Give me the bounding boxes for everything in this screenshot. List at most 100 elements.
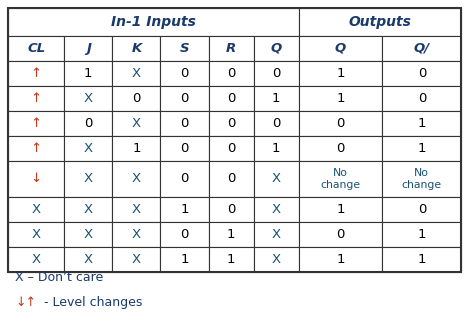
Bar xyxy=(8,111,64,136)
Text: 0: 0 xyxy=(336,142,345,155)
Text: 0: 0 xyxy=(84,117,92,130)
Text: X – Don’t care: X – Don’t care xyxy=(15,271,104,284)
Bar xyxy=(161,136,209,161)
Bar xyxy=(161,35,209,61)
Text: X: X xyxy=(132,172,141,185)
Bar xyxy=(8,61,64,86)
Text: 0: 0 xyxy=(227,172,235,185)
Bar xyxy=(8,8,461,272)
Text: 1: 1 xyxy=(272,92,280,105)
Bar xyxy=(8,222,64,247)
Bar xyxy=(64,222,113,247)
Text: X: X xyxy=(271,172,281,185)
Text: No
change: No change xyxy=(320,168,361,190)
Text: 0: 0 xyxy=(180,67,189,80)
Text: X: X xyxy=(84,142,93,155)
Text: X: X xyxy=(132,67,141,80)
Text: 1: 1 xyxy=(180,253,189,266)
Text: 1: 1 xyxy=(336,203,345,216)
Bar xyxy=(161,247,209,272)
Bar xyxy=(254,222,298,247)
Bar xyxy=(113,35,161,61)
Bar xyxy=(209,136,254,161)
Text: X: X xyxy=(32,253,41,266)
Bar xyxy=(298,8,461,35)
Bar xyxy=(8,86,64,111)
Bar xyxy=(209,197,254,222)
Bar xyxy=(64,86,113,111)
Text: 0: 0 xyxy=(336,117,345,130)
Bar xyxy=(382,61,461,86)
Bar xyxy=(382,197,461,222)
Bar xyxy=(254,247,298,272)
Bar xyxy=(113,61,161,86)
Bar xyxy=(382,161,461,197)
Text: J: J xyxy=(86,42,91,55)
Text: X: X xyxy=(132,228,141,241)
Text: 0: 0 xyxy=(417,67,426,80)
Text: ↑: ↑ xyxy=(31,117,42,130)
Bar xyxy=(298,35,382,61)
Text: CL: CL xyxy=(27,42,45,55)
Text: No
change: No change xyxy=(402,168,442,190)
Text: 0: 0 xyxy=(180,117,189,130)
Bar xyxy=(254,35,298,61)
Bar xyxy=(209,222,254,247)
Bar xyxy=(8,247,64,272)
Text: K: K xyxy=(131,42,142,55)
Bar xyxy=(113,86,161,111)
Text: 1: 1 xyxy=(417,117,426,130)
Text: 0: 0 xyxy=(272,117,280,130)
Text: X: X xyxy=(132,253,141,266)
Text: X: X xyxy=(84,172,93,185)
Bar xyxy=(161,86,209,111)
Text: ↓↑: ↓↑ xyxy=(15,296,36,308)
Bar xyxy=(64,35,113,61)
Bar xyxy=(209,247,254,272)
Bar xyxy=(161,161,209,197)
Text: 1: 1 xyxy=(417,228,426,241)
Text: 1: 1 xyxy=(417,142,426,155)
Bar xyxy=(298,111,382,136)
Bar xyxy=(113,197,161,222)
Bar xyxy=(298,61,382,86)
Bar xyxy=(254,136,298,161)
Bar xyxy=(113,161,161,197)
Text: 0: 0 xyxy=(180,228,189,241)
Text: ↑: ↑ xyxy=(31,67,42,80)
Bar xyxy=(254,86,298,111)
Text: 1: 1 xyxy=(417,253,426,266)
Text: 0: 0 xyxy=(336,228,345,241)
Bar xyxy=(298,86,382,111)
Bar xyxy=(64,136,113,161)
Bar xyxy=(8,197,64,222)
Bar xyxy=(298,136,382,161)
Text: ↑: ↑ xyxy=(31,92,42,105)
Text: 0: 0 xyxy=(227,92,235,105)
Bar xyxy=(64,61,113,86)
Bar xyxy=(161,61,209,86)
Text: Q/: Q/ xyxy=(414,42,430,55)
Bar xyxy=(298,222,382,247)
Bar xyxy=(64,247,113,272)
Bar xyxy=(209,111,254,136)
Text: 0: 0 xyxy=(227,203,235,216)
Bar xyxy=(382,111,461,136)
Text: S: S xyxy=(180,42,189,55)
Bar xyxy=(113,111,161,136)
Bar xyxy=(254,161,298,197)
Text: 0: 0 xyxy=(272,67,280,80)
Bar xyxy=(254,197,298,222)
Text: X: X xyxy=(84,228,93,241)
Text: X: X xyxy=(271,203,281,216)
Bar xyxy=(254,111,298,136)
Bar xyxy=(298,197,382,222)
Text: R: R xyxy=(226,42,236,55)
Text: X: X xyxy=(271,228,281,241)
Bar xyxy=(8,161,64,197)
Text: 1: 1 xyxy=(132,142,141,155)
Text: 1: 1 xyxy=(180,203,189,216)
Bar xyxy=(113,222,161,247)
Text: 0: 0 xyxy=(417,92,426,105)
Text: In-1 Inputs: In-1 Inputs xyxy=(111,15,196,29)
